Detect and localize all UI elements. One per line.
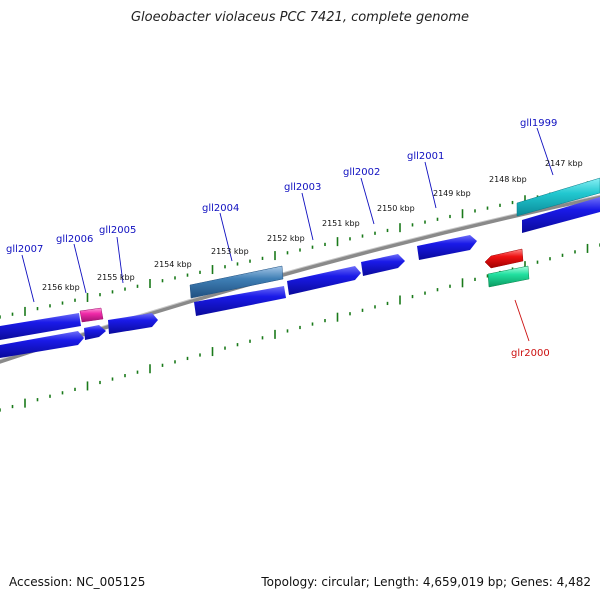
- genome-summary: Topology: circular; Length: 4,659,019 bp…: [261, 575, 591, 589]
- scale-label: 2148 kbp: [489, 175, 527, 184]
- feature-cds[interactable]: [361, 254, 405, 276]
- feature-cds[interactable]: [417, 235, 477, 260]
- label-leaders: [21, 127, 554, 342]
- leader-gll2004: [219, 212, 233, 262]
- feature-glr2000-lower[interactable]: [487, 265, 530, 288]
- feature-gll2004[interactable]: [189, 265, 284, 299]
- scale-label: 2149 kbp: [433, 189, 471, 198]
- gene-label-gll2007[interactable]: gll2007: [6, 244, 43, 255]
- gene-label-gll2005[interactable]: gll2005: [99, 225, 136, 236]
- gene-label-gll2003[interactable]: gll2003: [284, 182, 321, 193]
- leader-glr2000: [514, 299, 530, 342]
- scale-label: 2155 kbp: [97, 273, 135, 282]
- scale-label: 2150 kbp: [377, 204, 415, 213]
- gene-label-gll1999[interactable]: gll1999: [520, 118, 557, 129]
- features: [0, 177, 600, 358]
- feature-cds[interactable]: [108, 313, 158, 334]
- feature-gll2006[interactable]: [79, 307, 104, 323]
- gene-label-gll2002[interactable]: gll2002: [343, 167, 380, 178]
- scale-label: 2151 kbp: [322, 219, 360, 228]
- leader-gll1999: [536, 127, 554, 176]
- scale-label: 2152 kbp: [267, 234, 305, 243]
- scale-labels: 2147 kbp 2148 kbp 2149 kbp 2150 kbp 2151 kbp…: [42, 159, 583, 292]
- leader-gll2002: [360, 177, 375, 225]
- feature-cds[interactable]: [84, 325, 106, 340]
- leader-gll2003: [301, 192, 314, 241]
- leader-gll2001: [424, 161, 437, 209]
- gene-label-gll2001[interactable]: gll2001: [407, 151, 444, 162]
- feature-gll1999[interactable]: [516, 177, 600, 217]
- leader-gll2007: [21, 254, 35, 303]
- gene-label-gll2006[interactable]: gll2006: [56, 234, 93, 245]
- feature-glr2000-upper[interactable]: [484, 248, 524, 269]
- accession-label: Accession: NC_005125: [9, 575, 146, 589]
- scale-label: 2147 kbp: [545, 159, 583, 168]
- feature-cds[interactable]: [0, 331, 84, 358]
- gene-labels: gll1999 gll2001 gll2002 gll2003 gll2004 gll20…: [6, 118, 557, 359]
- scale-label: 2153 kbp: [211, 247, 249, 256]
- gene-label-gll2004[interactable]: gll2004: [202, 203, 239, 214]
- leader-gll2006: [73, 243, 87, 294]
- feature-cds[interactable]: [194, 286, 286, 316]
- feature-cds[interactable]: [287, 266, 361, 295]
- scale-label: 2156 kbp: [42, 283, 80, 292]
- tick-marks: [0, 181, 600, 412]
- feature-cds[interactable]: [522, 197, 600, 233]
- leader-gll2005: [116, 236, 124, 284]
- map-title: Gloeobacter violaceus PCC 7421, complete…: [130, 10, 470, 25]
- feature-cds[interactable]: [0, 313, 81, 340]
- scale-label: 2154 kbp: [154, 260, 192, 269]
- gene-label-glr2000[interactable]: glr2000: [511, 348, 550, 359]
